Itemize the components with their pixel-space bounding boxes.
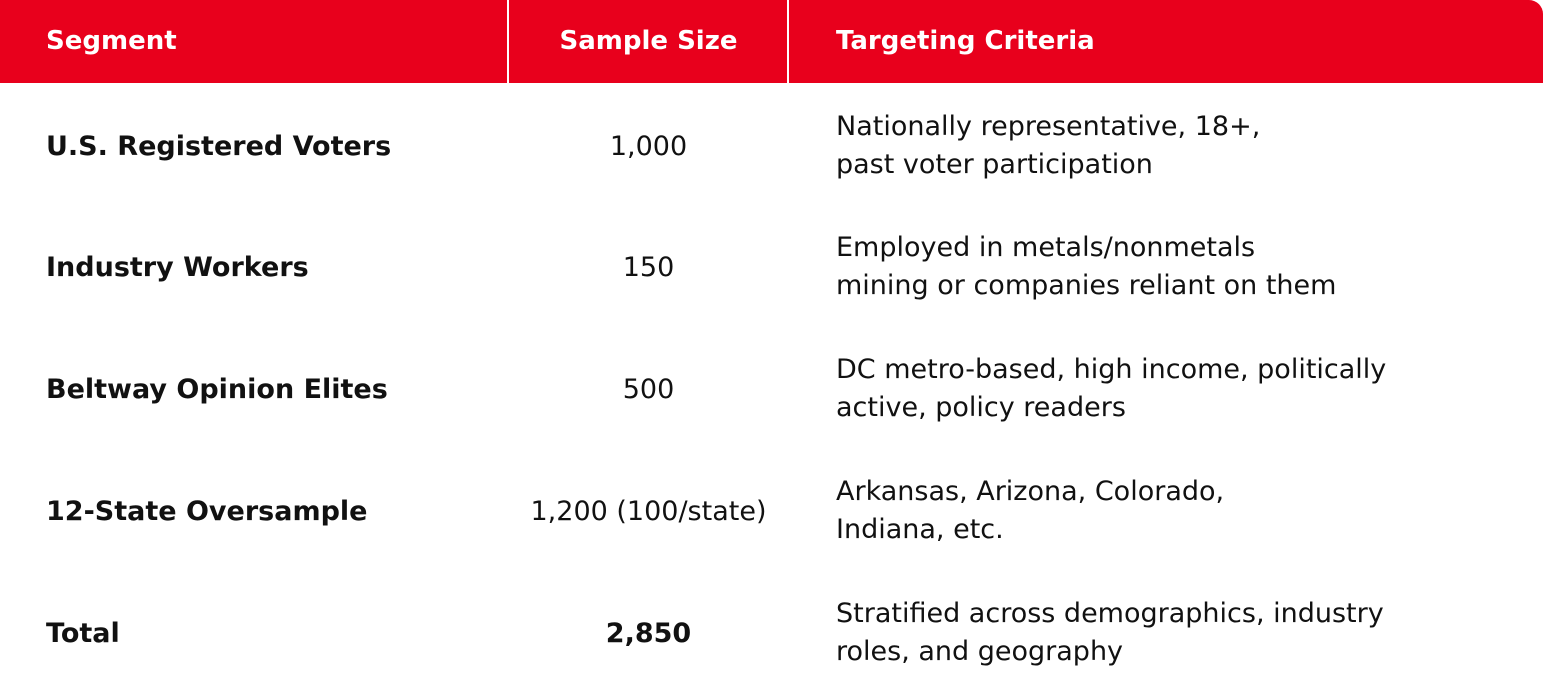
segment-cell: 12-State Oversample	[46, 495, 368, 527]
criteria-cell: Stratified across demographics, industry…	[836, 572, 1516, 694]
segment-cell: U.S. Registered Voters	[46, 130, 392, 162]
sample-size-cell: 2,850	[605, 617, 692, 649]
criteria-line: Arkansas, Arizona, Colorado,	[836, 476, 1225, 507]
criteria-line: DC metro-based, high income, politically	[836, 354, 1387, 385]
criteria-line: active, policy readers	[836, 392, 1126, 423]
header-divider	[787, 0, 789, 83]
criteria-line: roles, and geography	[836, 636, 1124, 667]
segment-cell: Beltway Opinion Elites	[46, 373, 388, 405]
criteria-line: Nationally representative, 18+,	[836, 111, 1261, 142]
table-row: Industry Workers 150 Employed in metals/…	[0, 206, 1543, 328]
criteria-line: Indiana, etc.	[836, 514, 1004, 545]
sample-size-cell: 150	[622, 251, 675, 283]
header-divider	[507, 0, 509, 83]
segment-cell: Total	[46, 617, 120, 649]
criteria-line: mining or companies reliant on them	[836, 270, 1337, 301]
criteria-line: past voter participation	[836, 149, 1153, 180]
criteria-cell: Arkansas, Arizona, Colorado, Indiana, et…	[836, 450, 1516, 572]
table-header: Segment Sample Size Targeting Criteria	[0, 0, 1543, 83]
sample-size-cell: 1,000	[609, 130, 688, 162]
criteria-line: Employed in metals/nonmetals	[836, 232, 1256, 263]
table-row: U.S. Registered Voters 1,000 Nationally …	[0, 85, 1543, 207]
sample-size-cell: 1,200 (100/state)	[530, 495, 767, 527]
table-row: Beltway Opinion Elites 500 DC metro-base…	[0, 328, 1543, 450]
criteria-line: Stratified across demographics, industry	[836, 598, 1384, 629]
segment-cell: Industry Workers	[46, 251, 309, 283]
table-row-total: Total 2,850 Stratified across demographi…	[0, 572, 1543, 694]
sample-size-cell: 500	[622, 373, 675, 405]
criteria-cell: DC metro-based, high income, politically…	[836, 328, 1516, 450]
criteria-cell: Nationally representative, 18+, past vot…	[836, 85, 1516, 207]
criteria-cell: Employed in metals/nonmetals mining or c…	[836, 206, 1516, 328]
header-targeting-criteria: Targeting Criteria	[836, 26, 1095, 56]
header-sample-size: Sample Size	[559, 26, 738, 56]
table-row: 12-State Oversample 1,200 (100/state) Ar…	[0, 450, 1543, 572]
header-segment: Segment	[46, 26, 177, 56]
